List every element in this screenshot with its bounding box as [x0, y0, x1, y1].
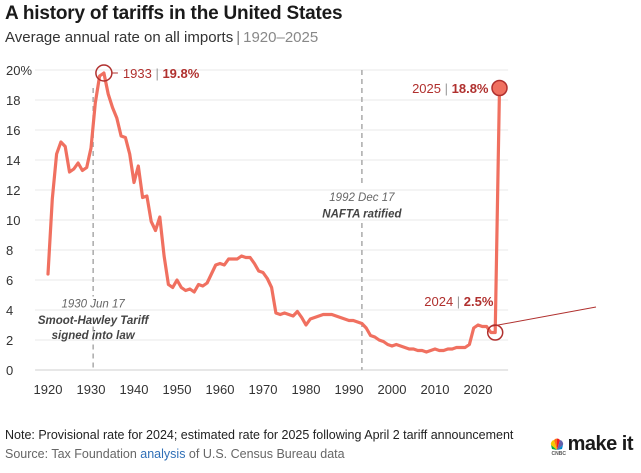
- series-line: [46, 71, 502, 354]
- annotations: 1933 | 19.8% 2025 | 18.8% 2024 | 2.5%: [95, 64, 597, 341]
- annotation-separator: |: [155, 66, 162, 81]
- cnbc-make-it-logo: make it: [549, 433, 634, 456]
- y-tick-label: 18: [6, 93, 20, 108]
- footnote: Note: Provisional rate for 2024; estimat…: [5, 428, 514, 442]
- annotation-2025: 2025 | 18.8%: [412, 81, 489, 96]
- event-label-smoot-hawley: signed into law: [52, 330, 136, 342]
- x-tick-label: 1960: [206, 382, 235, 397]
- logo-text: make it: [567, 433, 634, 455]
- y-tick-label: 8: [6, 243, 13, 258]
- subtitle-separator: |: [236, 29, 241, 46]
- event-date-nafta: 1992 Dec 17: [329, 192, 395, 204]
- gridlines: [35, 69, 509, 371]
- y-tick-label: 0: [6, 363, 13, 378]
- annotation-value: 2.5%: [464, 294, 494, 309]
- x-tick-label: 1980: [292, 382, 321, 397]
- annotation-year: 1933: [123, 66, 156, 81]
- x-tick-label: 1950: [163, 382, 192, 397]
- y-tick-label: 20%: [6, 63, 32, 78]
- chart-subtitle: Average annual rate on all imports | 1920–…: [5, 29, 318, 46]
- x-axis-ticks: 1920 1930 1940 1950 1960 1970 1980 1990 2000 2010…: [34, 382, 493, 397]
- annotation-1933: 1933 | 19.8%: [123, 66, 200, 81]
- source-link[interactable]: analysis: [140, 447, 186, 461]
- y-tick-label: 12: [6, 183, 20, 198]
- connector-2024: [490, 306, 597, 327]
- subtitle-main: Average annual rate on all imports: [5, 29, 234, 46]
- cnbc-label: CNBC: [551, 451, 566, 457]
- x-tick-label: 1930: [77, 382, 106, 397]
- y-tick-label: 4: [6, 303, 13, 318]
- event-date-smoot-hawley: 1930 Jun 17: [61, 299, 125, 311]
- annotation-value: 19.8%: [162, 66, 199, 81]
- event-label-nafta: NAFTA ratified: [322, 209, 402, 221]
- chart-title: A history of tariffs in the United State…: [5, 3, 343, 24]
- y-axis-ticks: 0 2 4 6 8 10 12 14 16 18 20%: [6, 63, 32, 378]
- source-suffix: of U.S. Census Bureau data: [185, 447, 345, 461]
- annotation-separator: |: [457, 294, 464, 309]
- y-tick-label: 10: [6, 213, 20, 228]
- annotation-value: 18.8%: [452, 81, 489, 96]
- annotation-2024: 2024 | 2.5%: [424, 294, 494, 309]
- x-tick-label: 1940: [120, 382, 149, 397]
- x-tick-label: 2010: [421, 382, 450, 397]
- y-tick-label: 2: [6, 333, 13, 348]
- source-prefix: Source: Tax Foundation: [5, 447, 141, 461]
- y-tick-label: 16: [6, 123, 20, 138]
- series-group: [46, 71, 502, 354]
- x-tick-label: 1970: [249, 382, 278, 397]
- x-tick-label: 1920: [34, 382, 63, 397]
- annotation-year: 2025: [412, 81, 445, 96]
- marker-2025: [491, 79, 508, 97]
- event-lines: 1930 Jun 17 Smoot-Hawley Tariff signed int…: [38, 70, 402, 370]
- peacock-icon: [550, 438, 563, 450]
- x-tick-label: 1990: [335, 382, 364, 397]
- x-tick-label: 2020: [464, 382, 493, 397]
- y-tick-label: 14: [6, 153, 20, 168]
- annotation-separator: |: [445, 81, 452, 96]
- source-line: Source: Tax Foundation analysis of U.S. …: [5, 447, 345, 461]
- subtitle-range: 1920–2025: [243, 29, 319, 46]
- annotation-year: 2024: [424, 294, 457, 309]
- event-label-smoot-hawley: Smoot-Hawley Tariff: [38, 315, 150, 327]
- x-tick-label: 2000: [378, 382, 407, 397]
- y-tick-label: 6: [6, 273, 13, 288]
- marker-2024: [486, 324, 504, 341]
